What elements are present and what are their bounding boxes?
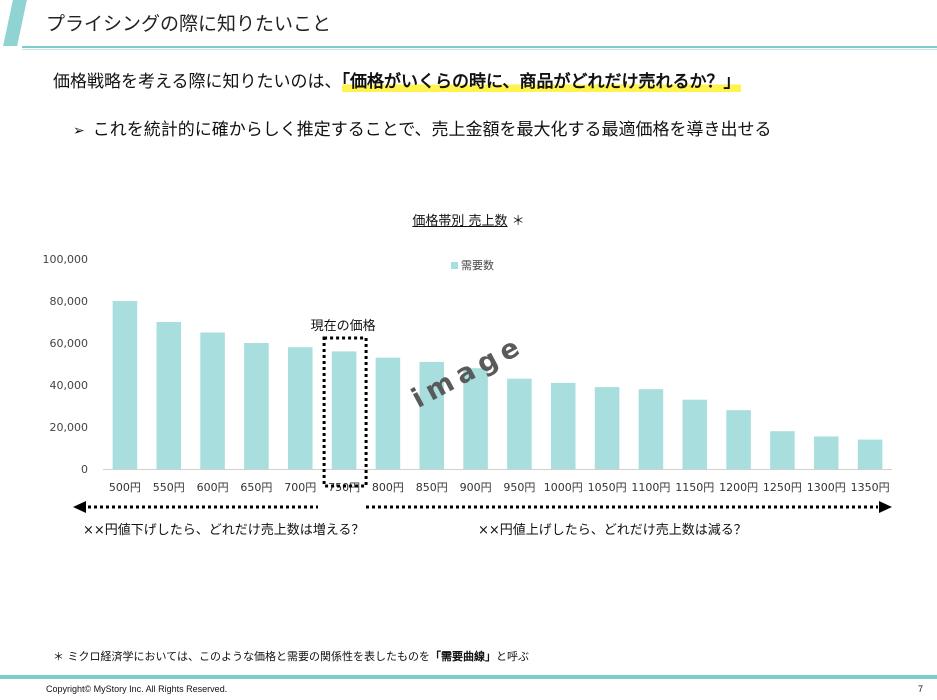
footnote-mark: ＊ <box>53 650 64 663</box>
x-tick-label: 1050円 <box>588 481 627 494</box>
bar-1350円 <box>857 439 883 469</box>
bar-1200円 <box>726 410 751 469</box>
chart-title: 価格帯別 売上数 ＊ <box>0 210 937 229</box>
x-tick-label: 950円 <box>503 481 535 494</box>
x-tick-label: 700円 <box>284 481 316 494</box>
y-tick-label: 100,000 <box>43 253 89 266</box>
footnote: ＊ ミクロ経済学においては、このような価格と需要の関係性を表したものを「需要曲線… <box>53 648 529 664</box>
x-tick-label: 1200円 <box>719 481 758 494</box>
chart-legend: 需要数 <box>451 259 494 272</box>
bar-850円 <box>419 361 445 469</box>
bullet-text: これを統計的に確からしく推定することで、売上金額を最大化する最適価格を導き出せる <box>92 120 772 140</box>
legend-swatch <box>451 262 458 269</box>
x-tick-label: 850円 <box>416 481 448 494</box>
y-tick-label: 60,000 <box>50 337 89 350</box>
bar-650円 <box>244 343 269 469</box>
x-tick-label: 1250円 <box>763 481 802 494</box>
chart-title-mark: ＊ <box>511 214 525 229</box>
title-underline-secondary <box>22 49 937 50</box>
y-tick-label: 0 <box>81 463 88 476</box>
bar-1050円 <box>594 387 620 469</box>
footer-rule <box>0 675 937 679</box>
y-tick-label: 80,000 <box>50 295 89 308</box>
footnote-prefix: ミクロ経済学においては、このような価格と需要の関係性を表したものを <box>64 650 430 663</box>
lead-prefix: 価格戦略を考える際に知りたいのは、 <box>53 72 342 92</box>
lead-statement: 価格戦略を考える際に知りたいのは、「価格がいくらの時に、商品がどれだけ売れるか？… <box>53 67 741 92</box>
bar-1300円 <box>813 436 839 469</box>
bar-1000円 <box>550 382 576 469</box>
x-axis: 500円 550円 600円 650円 700円 750円 800円 850円 900円 950円… <box>103 469 892 494</box>
bar-series <box>112 301 883 469</box>
page-number: 7 <box>917 684 923 694</box>
bar-800円 <box>375 357 401 469</box>
footnote-suffix: と呼ぶ <box>495 650 529 663</box>
price-up-arrowhead-icon <box>879 501 892 513</box>
bar-550円 <box>156 322 182 469</box>
chart-title-text: 価格帯別 売上数 <box>412 214 508 229</box>
y-axis: 0 20,000 40,000 60,000 80,000 100,000 <box>43 253 89 476</box>
page-title: プライシングの際に知りたいこと <box>46 13 332 35</box>
legend-label: 需要数 <box>461 259 494 272</box>
price-down-annotation: ××円値下げしたら、どれだけ売上数は増える？ <box>83 522 364 538</box>
bar-600円 <box>200 332 225 469</box>
bar-1150円 <box>682 399 708 469</box>
x-tick-label: 1100円 <box>631 481 670 494</box>
x-tick-label: 1300円 <box>807 481 846 494</box>
bar-1250円 <box>770 431 795 469</box>
x-tick-label: 600円 <box>197 481 229 494</box>
x-tick-label: 550円 <box>153 481 185 494</box>
current-price-box <box>322 336 368 488</box>
footnote-term: 「需要曲線」 <box>429 650 496 663</box>
price-up-annotation: ××円値上げしたら、どれだけ売上数は減る？ <box>478 522 747 538</box>
x-tick-label: 650円 <box>240 481 272 494</box>
copyright: Copyright© MyStory Inc. All Rights Reser… <box>46 684 228 694</box>
bar-900円 <box>463 368 488 469</box>
price-down-arrowhead-icon <box>73 501 86 513</box>
title-bar: プライシングの際に知りたいこと <box>0 0 937 50</box>
x-tick-label: 1350円 <box>851 481 890 494</box>
bar-750円 <box>331 351 357 469</box>
current-price-label: 現在の価格 <box>311 318 376 334</box>
y-tick-label: 20,000 <box>50 421 89 434</box>
x-tick-label: 1150円 <box>675 481 714 494</box>
bullet-arrow-icon: ➢ <box>73 123 85 139</box>
x-tick-label: 800円 <box>372 481 404 494</box>
lead-highlight: 「価格がいくらの時に、商品がどれだけ売れるか？」 <box>341 72 741 92</box>
bar-700円 <box>287 347 313 469</box>
y-tick-label: 40,000 <box>50 379 89 392</box>
x-tick-label: 1000円 <box>544 481 583 494</box>
bar-950円 <box>507 378 532 469</box>
bar-1100円 <box>638 389 664 469</box>
title-underline <box>22 46 937 48</box>
bullet-point: ➢ これを統計的に確からしく推定することで、売上金額を最大化する最適価格を導き出せ… <box>73 115 772 140</box>
bar-500円 <box>112 301 138 469</box>
x-tick-label: 500円 <box>109 481 141 494</box>
x-tick-label: 900円 <box>460 481 492 494</box>
demand-bar-chart: 0 20,000 40,000 60,000 80,000 100,000 500円 550… <box>43 253 892 538</box>
